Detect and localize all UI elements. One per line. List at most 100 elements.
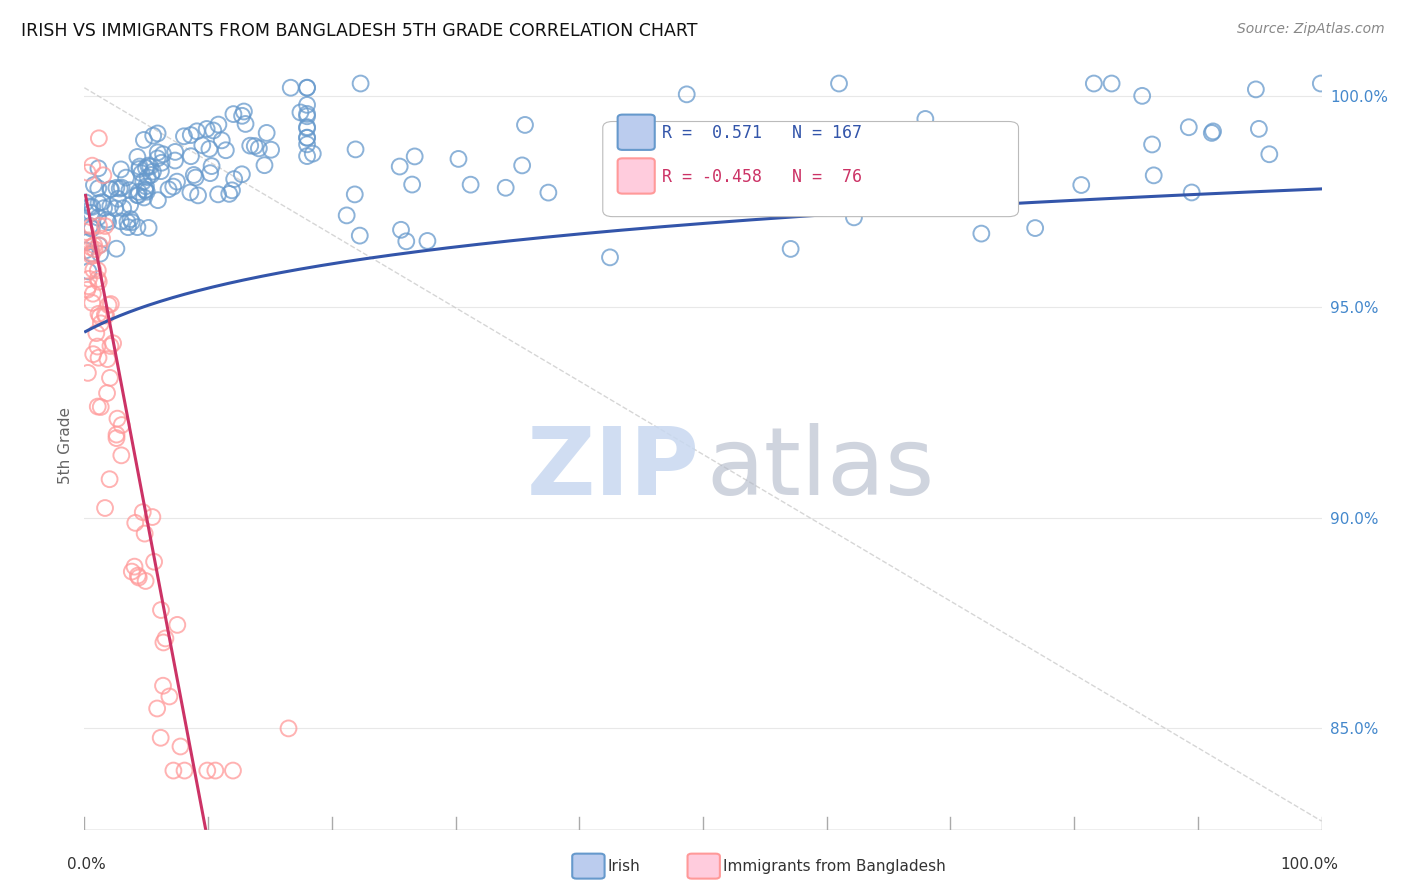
Point <box>243 139 266 153</box>
Point <box>83 178 105 192</box>
FancyBboxPatch shape <box>603 121 1018 217</box>
Point <box>295 120 318 134</box>
Point <box>82 262 104 277</box>
Point <box>772 176 794 190</box>
Point <box>105 181 128 195</box>
Point <box>141 168 163 182</box>
Point <box>146 193 169 207</box>
Point <box>235 117 257 131</box>
Point <box>107 192 129 206</box>
Point <box>779 242 801 256</box>
Point <box>260 143 283 157</box>
Point <box>301 146 323 161</box>
Point <box>401 178 423 192</box>
Point <box>124 559 146 574</box>
Point <box>152 635 174 649</box>
Point <box>280 80 302 95</box>
Point <box>388 160 411 174</box>
Point <box>105 431 128 445</box>
Point <box>195 764 218 778</box>
Text: Irish: Irish <box>607 859 640 873</box>
Point <box>104 202 127 216</box>
Point <box>675 87 697 102</box>
Point <box>149 603 172 617</box>
Point <box>97 298 120 312</box>
Point <box>77 264 100 278</box>
Point <box>83 238 105 252</box>
Point <box>1101 77 1123 91</box>
Point <box>134 183 156 197</box>
Point <box>87 400 110 414</box>
Point <box>75 225 97 239</box>
Point <box>128 185 150 199</box>
Point <box>253 158 276 172</box>
Point <box>142 128 165 143</box>
Point <box>1143 169 1166 183</box>
Point <box>115 170 138 185</box>
Point <box>89 310 111 324</box>
Point <box>1201 126 1223 140</box>
Point <box>94 501 117 516</box>
Point <box>166 175 188 189</box>
Point <box>416 234 439 248</box>
Point <box>202 123 225 137</box>
Point <box>1140 137 1163 152</box>
Point <box>80 249 103 263</box>
Point <box>808 150 831 164</box>
Point <box>107 411 129 425</box>
Point <box>77 233 100 247</box>
Y-axis label: 5th Grade: 5th Grade <box>58 408 73 484</box>
Point <box>349 77 371 91</box>
Point <box>207 118 229 132</box>
Point <box>135 574 157 588</box>
Point <box>136 159 159 173</box>
Point <box>152 679 174 693</box>
Point <box>198 142 221 156</box>
Point <box>80 246 103 260</box>
Point <box>231 109 253 123</box>
Point <box>87 275 110 289</box>
Point <box>460 178 482 192</box>
Point <box>183 168 205 182</box>
Point <box>163 153 186 168</box>
Point <box>1309 77 1331 91</box>
Point <box>295 109 318 123</box>
Point <box>87 131 110 145</box>
Point <box>139 160 162 174</box>
Point <box>690 186 713 201</box>
Point <box>510 158 533 172</box>
Point <box>157 182 180 196</box>
Point <box>110 162 132 177</box>
Point <box>82 295 104 310</box>
Point <box>96 386 118 401</box>
Point <box>100 182 122 196</box>
Point <box>389 223 412 237</box>
Point <box>221 183 243 197</box>
Point <box>1083 77 1105 91</box>
Text: atlas: atlas <box>707 423 935 515</box>
Point <box>98 182 121 196</box>
Point <box>89 238 111 252</box>
Point <box>343 187 366 202</box>
Point <box>117 215 139 229</box>
Point <box>1244 82 1267 96</box>
Text: R = -0.458   N =  76: R = -0.458 N = 76 <box>662 168 862 186</box>
Point <box>87 351 110 365</box>
Point <box>124 516 146 530</box>
Text: Source: ZipAtlas.com: Source: ZipAtlas.com <box>1237 22 1385 37</box>
Point <box>914 112 936 126</box>
Point <box>82 159 104 173</box>
Point <box>239 138 262 153</box>
Point <box>80 240 103 254</box>
Point <box>232 104 254 119</box>
Point <box>195 122 218 136</box>
Point <box>970 227 993 241</box>
Point <box>87 238 110 252</box>
Point <box>75 195 97 210</box>
FancyBboxPatch shape <box>617 158 655 194</box>
Point <box>91 232 114 246</box>
Point <box>87 181 110 195</box>
Point <box>87 211 110 225</box>
Point <box>136 170 159 185</box>
Point <box>149 164 172 178</box>
